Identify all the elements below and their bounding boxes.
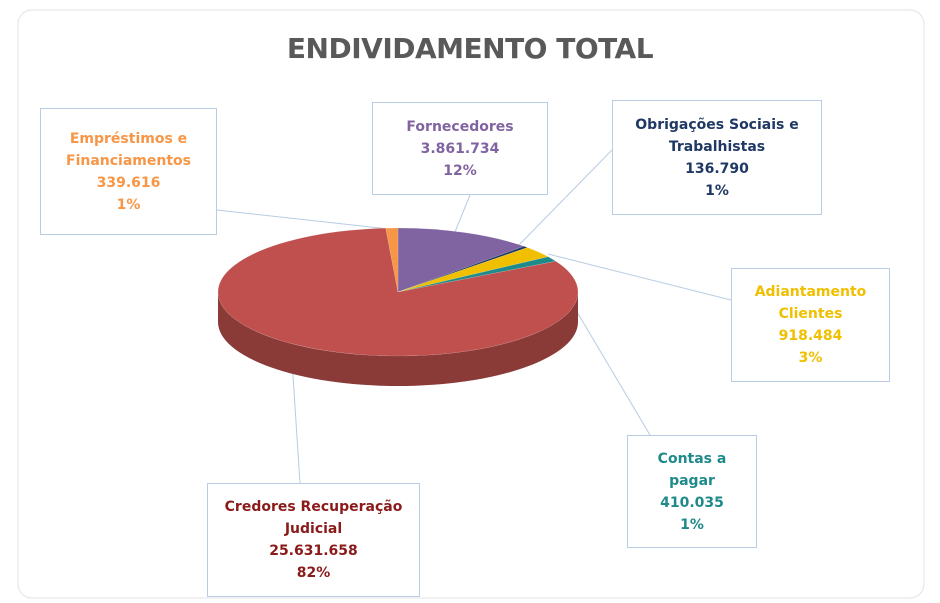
category-label: Adiantamento Clientes xyxy=(754,284,867,322)
data-label: Fornecedores 3.861.734 12% xyxy=(372,102,548,195)
value-label: 339.616 xyxy=(96,174,161,191)
slice xyxy=(397,256,557,293)
category-label: Credores Recuperação Judicial xyxy=(224,499,403,537)
percent-label: 1% xyxy=(116,196,141,213)
category-label: Contas a pagar xyxy=(657,450,727,489)
percent-label: 12% xyxy=(443,162,477,179)
slice xyxy=(397,246,529,293)
percent-label: 3% xyxy=(798,350,823,366)
percent-label: 1% xyxy=(705,182,729,199)
slice xyxy=(397,227,525,293)
value-label: 410.035 xyxy=(660,494,724,511)
category-label: Empréstimos e Financiamentos xyxy=(66,130,191,169)
percent-label: 1% xyxy=(680,516,704,533)
slice xyxy=(217,227,579,357)
data-label: Contas a pagar 410.035 1% xyxy=(627,435,757,548)
slice xyxy=(385,227,399,293)
value-label: 918.484 xyxy=(778,328,843,344)
category-label: Obrigações Sociais e Trabalhistas xyxy=(635,116,799,155)
data-label: Credores Recuperação Judicial 25.631.658 8… xyxy=(207,483,420,597)
value-label: 3.861.734 xyxy=(420,140,500,157)
category-label: Fornecedores xyxy=(406,118,514,135)
percent-label: 82% xyxy=(296,565,331,581)
slice xyxy=(397,247,549,293)
pie xyxy=(217,227,579,386)
value-label: 136.790 xyxy=(685,160,749,177)
data-label: Empréstimos e Financiamentos 339.616 1% xyxy=(40,108,217,235)
data-label: Obrigações Sociais e Trabalhistas 136.790… xyxy=(612,100,822,215)
chart-title: ENDIVIDAMENTO TOTAL xyxy=(286,32,654,65)
value-label: 25.631.658 xyxy=(269,543,358,559)
slice-side xyxy=(218,292,578,386)
data-label: Adiantamento Clientes 918.484 3% xyxy=(731,268,890,382)
